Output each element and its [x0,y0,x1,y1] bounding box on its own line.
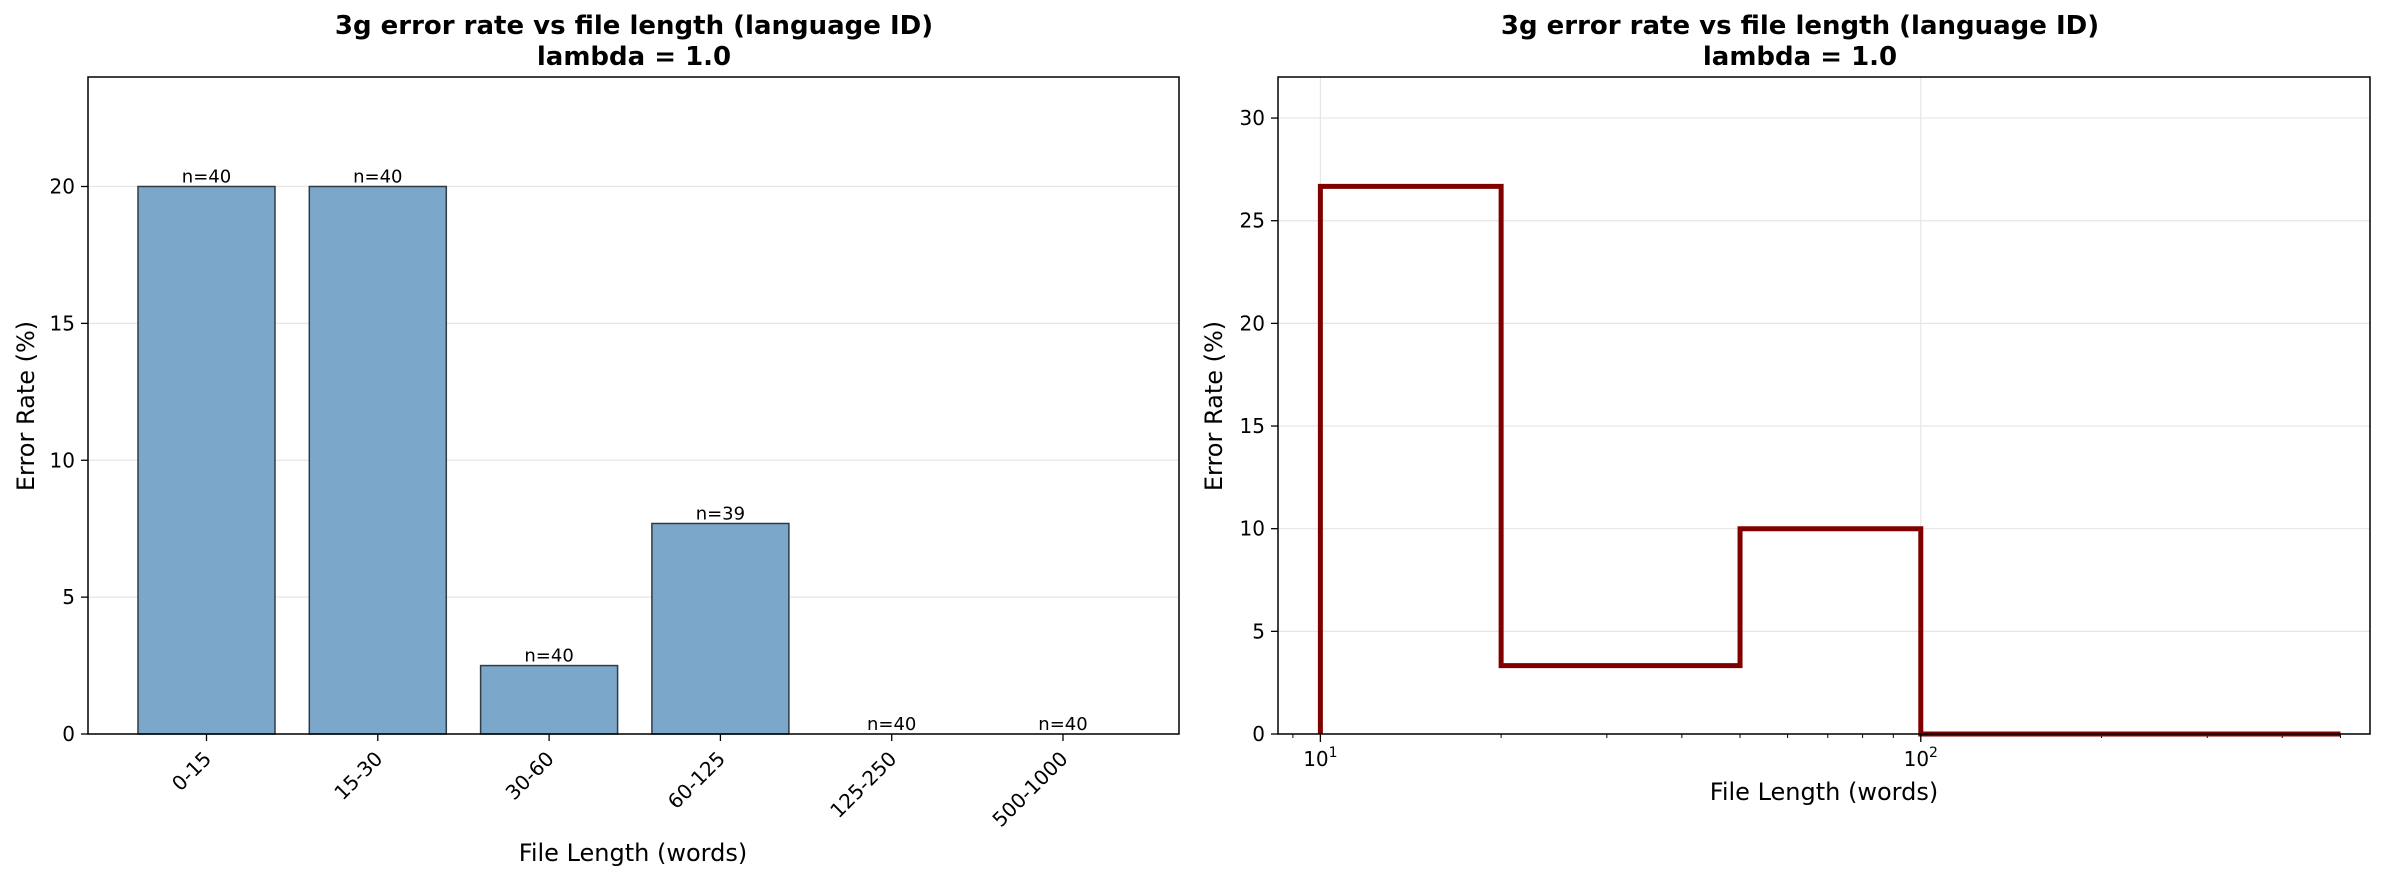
bar-0-15 [137,185,276,735]
left-y-tick-label: 0 [62,722,75,746]
right-step-chart: 3g error rate vs file length (language I… [1200,11,2371,806]
left-x-tick-label: 60-125 [663,747,730,814]
left-x-tick-label: 500-1000 [987,747,1072,832]
left-chart-title: 3g error rate vs file length (language I… [335,11,933,41]
bar-15-30 [308,185,448,735]
left-x-tick-label: 0-15 [167,747,216,796]
left-x-axis-label: File Length (words) [519,839,747,867]
right-plot-frame [1277,76,2371,735]
bar-count-label: n=40 [353,167,402,188]
left-x-tick-label: 15-30 [329,747,387,805]
right-y-tick-label: 25 [1240,209,1265,233]
left-x-tick-label: 125-250 [825,747,901,823]
bar-count-label: n=40 [867,714,916,735]
left-x-tick-label: 30-60 [501,747,559,805]
right-y-tick-label: 10 [1240,517,1265,541]
left-bar-chart: 3g error rate vs file length (language I… [12,11,1180,867]
right-x-tick-label: 102 [1904,745,1938,771]
right-y-axis-label: Error Rate (%) [1200,321,1228,491]
right-y-tick-label: 15 [1240,414,1265,438]
right-y-tick-label: 0 [1252,722,1265,746]
left-y-axis-label: Error Rate (%) [12,321,40,491]
bar-60-125 [651,522,790,735]
right-y-tick-label: 30 [1240,106,1265,130]
left-y-tick-label: 20 [50,175,75,199]
bar-30-60 [479,664,619,735]
error-rate-step-line [1317,183,2341,737]
right-y-tick-label: 5 [1252,619,1265,643]
bar-count-label: n=39 [696,503,745,524]
bar-count-label: n=40 [1038,714,1087,735]
left-plot-frame [87,76,1180,735]
left-y-tick-label: 5 [62,585,75,609]
left-y-tick-label: 10 [50,448,75,472]
right-x-axis-label: File Length (words) [1710,778,1938,806]
left-chart-subtitle: lambda = 1.0 [537,42,731,72]
right-y-tick-label: 20 [1240,311,1265,335]
right-chart-title: 3g error rate vs file length (language I… [1501,11,2099,41]
right-chart-subtitle: lambda = 1.0 [1703,42,1897,72]
right-x-tick-label: 101 [1303,745,1337,771]
bar-count-label: n=40 [182,167,231,188]
left-y-tick-label: 15 [50,311,75,335]
bar-count-label: n=40 [524,646,573,667]
